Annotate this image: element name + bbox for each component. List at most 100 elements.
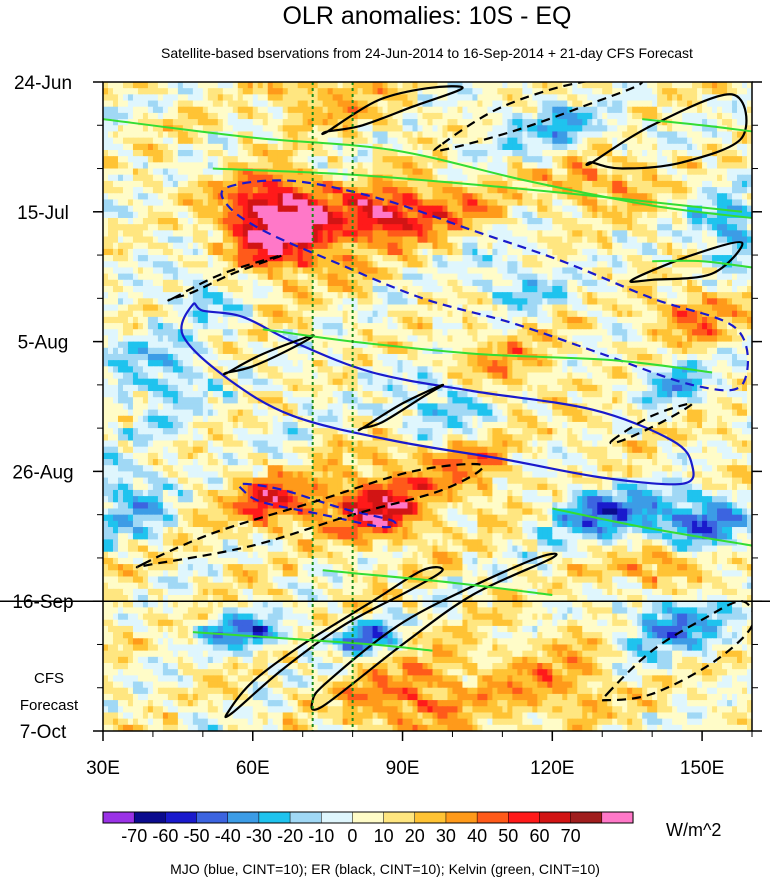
heat-cell <box>632 230 638 238</box>
heat-cell <box>502 217 508 225</box>
heat-cell <box>722 310 728 318</box>
heat-cell <box>417 112 424 120</box>
heat-cell <box>632 205 638 213</box>
heat-cell <box>392 211 399 219</box>
heat-cell <box>352 316 359 324</box>
heat-cell <box>417 88 424 95</box>
heat-cell <box>187 131 194 139</box>
heat-cell <box>577 279 583 287</box>
heat-cell <box>397 304 404 312</box>
heat-cell <box>522 279 528 287</box>
heat-cell <box>192 100 199 108</box>
heat-cell <box>477 199 484 207</box>
heat-cell <box>262 211 269 219</box>
heat-cell <box>402 261 409 269</box>
heat-cell <box>152 156 159 163</box>
heat-cell <box>287 279 294 287</box>
heat-cell <box>382 187 389 194</box>
heat-cell <box>227 211 234 219</box>
heat-cell <box>287 242 294 250</box>
heat-cell <box>522 236 528 244</box>
heat-cell <box>472 304 479 312</box>
heat-cell <box>512 304 518 312</box>
heat-cell <box>332 285 339 293</box>
heat-cell <box>537 310 543 318</box>
heat-cell <box>322 94 329 102</box>
heat-cell <box>427 224 434 231</box>
heat-cell <box>637 279 643 287</box>
heat-cell <box>592 217 598 225</box>
heat-cell <box>127 94 134 102</box>
heat-cell <box>407 199 414 207</box>
heat-cell <box>567 199 573 207</box>
heat-cell <box>127 131 134 139</box>
heat-cell <box>222 106 229 114</box>
heat-cell <box>592 285 598 293</box>
heat-cell <box>387 292 394 299</box>
heat-cell <box>317 267 324 275</box>
heat-cell <box>122 125 129 133</box>
heat-cell <box>157 298 164 306</box>
heat-cell <box>317 236 324 244</box>
heat-cell <box>687 285 693 293</box>
heat-cell <box>502 100 508 108</box>
heat-cell <box>672 180 678 188</box>
heat-cell <box>227 248 234 256</box>
heat-cell <box>552 131 558 139</box>
heat-cell <box>522 273 528 281</box>
heat-cell <box>552 112 558 120</box>
heat-cell <box>312 125 319 133</box>
heat-cell <box>187 255 194 262</box>
heat-cell <box>282 298 289 306</box>
heat-cell <box>607 156 613 163</box>
heat-cell <box>532 236 538 244</box>
heat-cell <box>542 217 548 225</box>
heat-cell <box>127 88 134 95</box>
heat-cell <box>642 285 648 293</box>
heat-cell <box>282 174 289 182</box>
heat-cell <box>407 112 414 120</box>
heat-cell <box>552 242 558 250</box>
heat-cell <box>487 279 493 287</box>
heat-cell <box>522 267 528 275</box>
heat-cell <box>557 267 563 275</box>
heat-cell <box>202 242 209 250</box>
heat-cell <box>247 187 254 194</box>
heat-cell <box>227 106 234 114</box>
heat-cell <box>722 156 728 163</box>
heat-cell <box>247 156 254 163</box>
heat-cell <box>557 242 563 250</box>
heat-cell <box>137 217 144 225</box>
heat-cell <box>492 82 498 89</box>
heat-cell <box>107 261 114 269</box>
heat-cell <box>692 279 698 287</box>
heat-cell <box>582 187 588 194</box>
heat-cell <box>187 316 194 324</box>
heat-cell <box>177 285 184 293</box>
heat-cell <box>692 162 698 170</box>
heat-cell <box>222 156 229 163</box>
heat-cell <box>117 267 124 275</box>
heat-cell <box>527 211 533 219</box>
heat-cell <box>212 230 219 238</box>
heat-cell <box>407 211 414 219</box>
heat-cell <box>597 248 603 256</box>
heat-cell <box>487 100 493 108</box>
heat-cell <box>562 168 568 176</box>
heat-cell <box>492 267 498 275</box>
heat-cell <box>317 168 324 176</box>
heat-cell <box>617 310 623 318</box>
heat-cell <box>622 255 628 262</box>
heat-cell <box>512 100 518 108</box>
heat-cell <box>657 193 663 201</box>
heat-cell <box>692 248 698 256</box>
heat-cell <box>647 217 653 225</box>
heat-cell <box>382 285 389 293</box>
heat-cell <box>322 316 329 324</box>
heat-cell <box>507 156 513 163</box>
heat-cell <box>397 180 404 188</box>
heat-cell <box>367 230 374 238</box>
heat-cell <box>617 187 623 194</box>
heat-cell <box>287 187 294 194</box>
heat-cell <box>262 267 269 275</box>
